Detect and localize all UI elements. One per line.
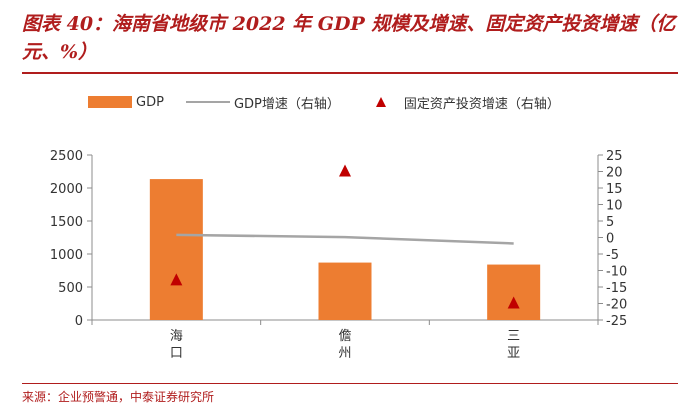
x-category-label: 州: [338, 346, 351, 361]
marker-investment-growth: [170, 273, 183, 286]
bar-gdp: [149, 179, 203, 320]
title-underline: [22, 72, 678, 74]
legend-label-gdp: GDP: [136, 94, 164, 110]
marker-investment-growth: [339, 164, 351, 177]
y-right-tick-label: -5: [606, 248, 619, 263]
y-right-tick-label: -20: [606, 298, 627, 313]
y-right-tick-label: 25: [606, 149, 623, 164]
y-right-tick-label: 10: [606, 199, 623, 214]
x-category-label: 三: [507, 329, 520, 344]
x-category-label: 海: [170, 329, 183, 344]
line-gdp-growth: [176, 233, 514, 245]
legend: GDP GDP增速（右轴） 固定资产投资增速（右轴）: [88, 92, 582, 112]
y-left-tick-label: 1000: [50, 248, 83, 263]
y-left-tick-label: 2500: [50, 149, 83, 164]
legend-label-investment-growth: 固定资产投资增速（右轴）: [403, 96, 560, 112]
bar-gdp: [487, 264, 541, 320]
legend-triangle-swatch: [375, 97, 386, 107]
legend-label-gdp-growth: GDP增速（右轴）: [233, 96, 340, 112]
y-right-tick-label: 0: [606, 232, 614, 247]
y-right-tick-label: -10: [606, 265, 627, 280]
x-category-label: 口: [170, 346, 183, 361]
source-note: 来源：企业预警通，中泰证券研究所: [22, 390, 215, 404]
y-left-tick-label: 2000: [50, 182, 83, 197]
source-rule: [22, 383, 678, 384]
legend-item-gdp: GDP: [88, 95, 164, 110]
legend-item-gdp-growth: GDP增速（右轴）: [185, 93, 340, 112]
y-right-tick-label: 5: [606, 215, 614, 230]
y-right-tick-label: 15: [606, 182, 623, 197]
marker-investment-growth: [507, 296, 520, 309]
legend-bar-swatch: [88, 96, 132, 108]
chart-title: 图表 40：海南省地级市 2022 年 GDP 规模及增速、固定资产投资增速（亿…: [22, 13, 676, 63]
y-right-tick-label: -25: [606, 314, 627, 329]
y-left-tick-label: 500: [58, 281, 83, 296]
y-right-tick-label: 20: [606, 166, 623, 181]
y-right-tick-label: -15: [606, 281, 627, 296]
x-category-label: 儋: [338, 329, 351, 344]
y-left-tick-label: 0: [75, 314, 83, 329]
y-left-tick-label: 1500: [50, 215, 83, 230]
x-category-label: 亚: [507, 346, 520, 361]
legend-line-swatch: [185, 101, 230, 103]
legend-item-investment-growth: 固定资产投资增速（右轴）: [362, 93, 560, 112]
bar-gdp: [318, 262, 372, 320]
